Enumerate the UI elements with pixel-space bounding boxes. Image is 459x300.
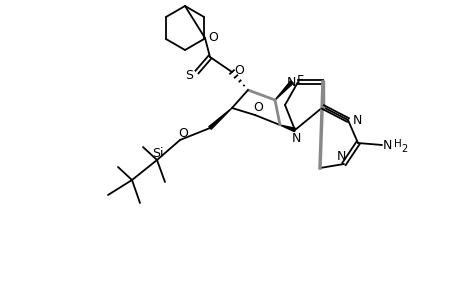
Polygon shape [280,125,295,132]
Text: N: N [336,149,345,163]
Polygon shape [208,108,231,129]
Text: O: O [234,64,243,76]
Text: F: F [296,74,303,86]
Text: N: N [291,131,300,145]
Text: H: H [393,139,401,149]
Text: O: O [207,31,218,44]
Text: N: N [285,76,295,88]
Text: 2: 2 [400,144,406,154]
Text: Si: Si [152,146,163,160]
Text: N: N [381,139,391,152]
Text: O: O [252,100,263,113]
Text: S: S [185,68,193,82]
Polygon shape [274,81,293,100]
Text: O: O [178,127,188,140]
Text: N: N [352,113,361,127]
